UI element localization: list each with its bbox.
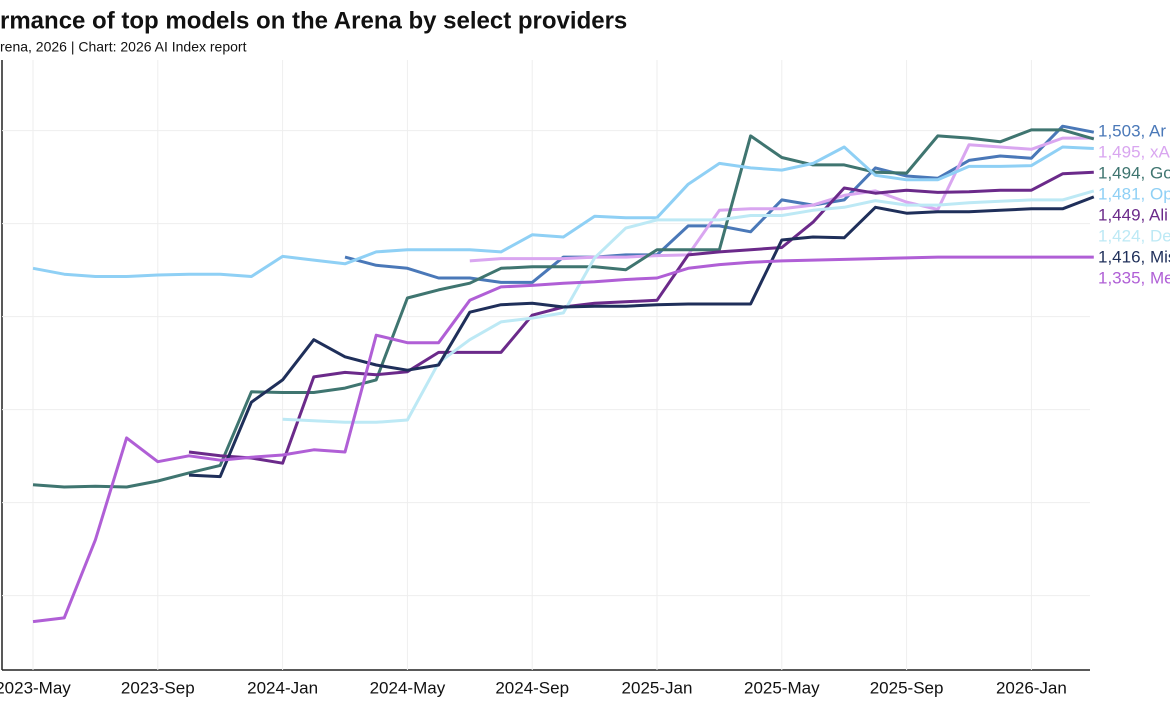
x-tick-label: 2024-Sep [495, 678, 569, 697]
series-line [344, 124, 1095, 284]
x-tick-label: 2023-May [0, 678, 71, 697]
end-label: 1,424, De [1098, 227, 1170, 246]
chart-subtitle: rena, 2026 | Chart: 2026 AI Index report [0, 39, 247, 55]
series-line [32, 145, 1094, 278]
x-tick-label: 2024-Jan [247, 678, 318, 697]
series-line [32, 128, 1095, 489]
end-label: 1,335, Me [1098, 269, 1170, 288]
x-tick-label: 2025-May [744, 678, 820, 697]
end-label: 1,494, Go [1098, 164, 1170, 183]
chart-title: rmance of top models on the Arena by sel… [0, 7, 627, 34]
x-tick-label: 2026-Jan [996, 678, 1067, 697]
series-line [188, 170, 1094, 465]
end-label: 1,449, Ali [1098, 206, 1168, 225]
series-line [469, 136, 1094, 263]
end-label: 1,481, Op [1098, 185, 1170, 204]
end-label: 1,416, Mis [1098, 248, 1170, 267]
x-tick-label: 2025-Jan [622, 678, 693, 697]
series-line [282, 189, 1095, 424]
x-tick-label: 2023-Sep [121, 678, 195, 697]
x-tick-label: 2024-May [370, 678, 446, 697]
end-label: 1,495, xA [1098, 143, 1170, 162]
end-label: 1,503, Ar [1098, 122, 1166, 141]
x-tick-label: 2025-Sep [870, 678, 944, 697]
series-line [32, 255, 1094, 624]
series-line [188, 195, 1095, 479]
